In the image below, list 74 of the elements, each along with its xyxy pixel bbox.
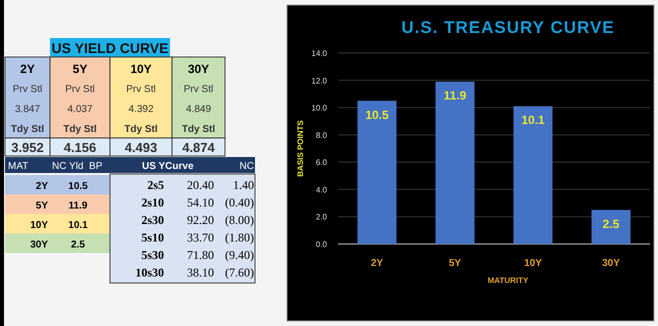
data-label: 1.40	[233, 178, 254, 192]
x-tick-label: 30Y	[602, 258, 620, 269]
y-tick-label: 8.0	[316, 130, 328, 140]
category-label: 2Y	[20, 62, 35, 76]
y-tick-label: 10.0	[311, 104, 328, 113]
data-label: 4.493	[124, 140, 158, 155]
text: NC	[240, 161, 254, 172]
data-label: (8.00)	[225, 213, 254, 227]
data-label: 38.10	[187, 266, 214, 280]
data-label: 4.037	[67, 104, 93, 115]
text: Tdy Stl	[63, 124, 97, 135]
text: MAT	[8, 161, 28, 172]
text: Prv Stl	[184, 84, 214, 95]
data-label: 4.849	[186, 104, 212, 115]
data-label: 4.156	[64, 140, 96, 155]
text: Tdy Stl	[182, 124, 216, 135]
data-label: 3.952	[11, 140, 44, 155]
y-tick-label: 2.0	[316, 212, 328, 222]
bar	[592, 210, 630, 244]
category-label: 2s5	[147, 178, 164, 192]
category-label: 5s30	[141, 248, 164, 262]
data-label: 4.874	[182, 140, 216, 155]
text: NC Yld BP	[52, 161, 103, 172]
series-label: Tdy Stl	[10, 124, 44, 135]
category-label: 10s30	[135, 266, 164, 280]
bar	[436, 82, 474, 244]
category-label: 2s10	[141, 196, 164, 210]
data-label: 3.847	[14, 104, 40, 115]
text: Tdy Stl	[124, 124, 158, 135]
data-label: 20.40	[187, 178, 214, 192]
data-label: 92.20	[187, 213, 214, 227]
data-label: 4.392	[128, 104, 154, 115]
text: US YIELD CURVE	[52, 40, 168, 56]
series-label: US YCurve	[142, 161, 194, 172]
x-axis-title: MATURITY	[488, 276, 530, 285]
data-label: 33.70	[187, 230, 214, 244]
chart-title: U.S. TREASURY CURVE	[401, 18, 615, 37]
data-label: 54.10	[187, 196, 214, 210]
data-label: (1.80)	[225, 230, 254, 244]
data-label: 2.5	[71, 240, 86, 250]
y-tick-label: 12.0	[311, 76, 328, 86]
data-label: 11.9	[444, 88, 467, 103]
bar	[514, 106, 552, 244]
data-label: 2.5	[602, 216, 620, 231]
category-label: 5Y	[36, 200, 48, 212]
y-tick-label: 14.0	[311, 49, 328, 58]
data-label: 10.1	[521, 113, 545, 128]
text: Prv Stl	[126, 84, 156, 95]
series-label: Prv Stl	[12, 84, 42, 95]
y-tick-label: 0.0	[316, 240, 328, 249]
data-label: 10.1	[68, 220, 88, 231]
category-label: 5Y	[72, 62, 88, 76]
category-label: 10Y	[30, 220, 48, 231]
x-tick-label: 5Y	[448, 258, 462, 269]
bar	[358, 100, 396, 244]
category-label: 30Y	[188, 62, 210, 76]
data-label: 10.5	[365, 108, 389, 122]
x-tick-label: 10Y	[524, 258, 542, 269]
y-tick-label: 6.0	[316, 158, 328, 168]
data-label: 10.5	[68, 181, 88, 192]
y-axis-title: BASIS POINTS	[296, 120, 305, 177]
category-label: 5s10	[141, 230, 164, 244]
data-label: 71.80	[187, 248, 214, 262]
data-label: 11.9	[68, 200, 88, 212]
category-label: 10Y	[130, 62, 152, 76]
x-tick-label: 2Y	[370, 258, 384, 269]
data-label: (9.40)	[225, 248, 254, 262]
category-label: 2s30	[141, 213, 164, 227]
data-label: (7.60)	[225, 266, 254, 280]
text: Prv Stl	[65, 84, 95, 95]
y-tick-label: 4.0	[316, 185, 328, 194]
data-label: (0.40)	[225, 196, 254, 210]
category-label: 2Y	[36, 181, 48, 192]
category-label: 30Y	[30, 240, 48, 250]
